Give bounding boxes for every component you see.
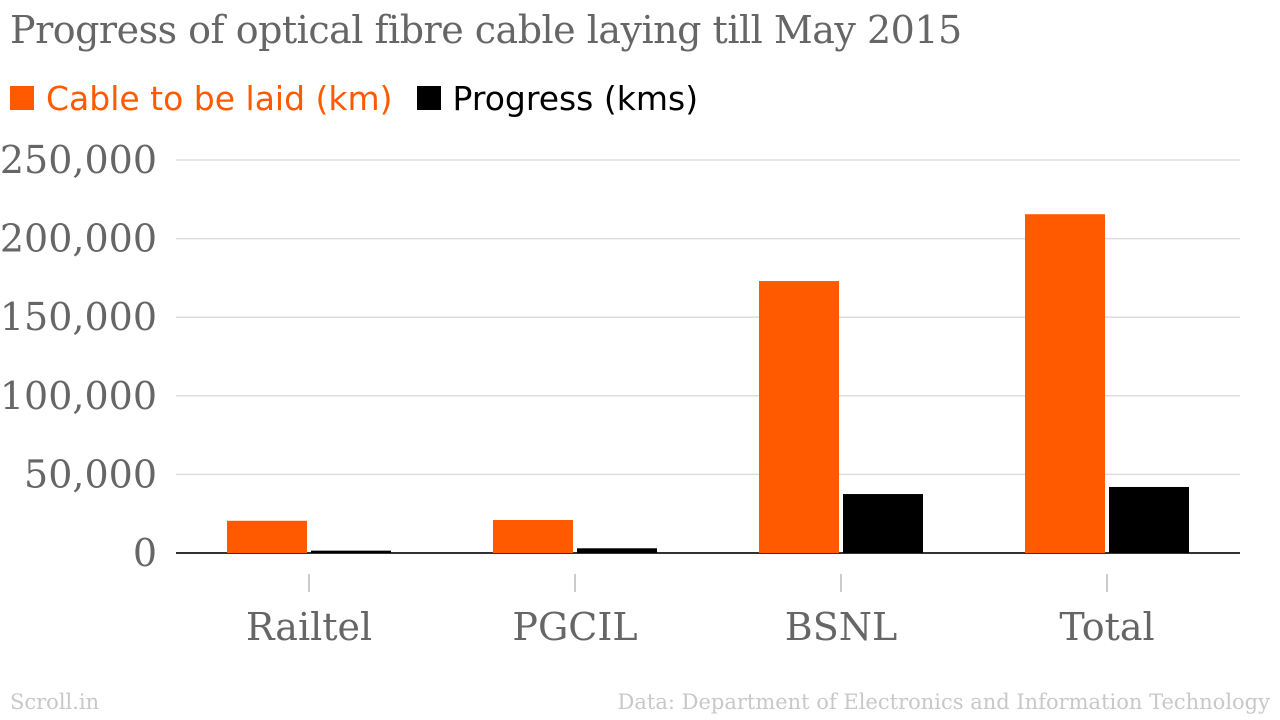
bar-cable-to-be-laid xyxy=(759,281,839,553)
bar-progress xyxy=(311,550,391,553)
x-category-label: PGCIL xyxy=(512,605,637,649)
bar-cable-to-be-laid xyxy=(493,519,573,553)
y-tick-label: 50,000 xyxy=(24,452,157,496)
y-tick-label: 250,000 xyxy=(0,138,157,182)
bar-progress xyxy=(843,494,923,553)
y-tick-label: 150,000 xyxy=(0,295,157,339)
legend-label-progress: Progress (kms) xyxy=(452,78,699,118)
legend-item-cable-to-be-laid[interactable]: Cable to be laid (km) xyxy=(10,79,393,118)
x-category-label: Railtel xyxy=(246,605,372,649)
bar-cable-to-be-laid xyxy=(227,520,307,553)
chart-title: Progress of optical fibre cable laying t… xyxy=(10,8,962,52)
bar-cable-to-be-laid xyxy=(1025,214,1105,553)
legend-swatch-orange xyxy=(10,86,34,110)
y-tick-label: 200,000 xyxy=(0,217,157,261)
y-tick-label: 100,000 xyxy=(0,374,157,418)
bar-progress xyxy=(577,548,657,553)
x-category-label: Total xyxy=(1059,605,1154,649)
x-category-label: BSNL xyxy=(785,605,897,649)
legend: Cable to be laid (km) Progress (kms) xyxy=(10,76,722,120)
legend-label-cable-to-be-laid: Cable to be laid (km) xyxy=(46,78,393,118)
y-tick-label: 0 xyxy=(133,531,157,575)
footer-source-right: Data: Department of Electronics and Info… xyxy=(617,690,1270,714)
footer-source-left: Scroll.in xyxy=(10,690,100,714)
bar-progress xyxy=(1109,486,1189,553)
legend-swatch-black xyxy=(416,86,441,110)
legend-item-progress[interactable]: Progress (kms) xyxy=(416,78,699,118)
